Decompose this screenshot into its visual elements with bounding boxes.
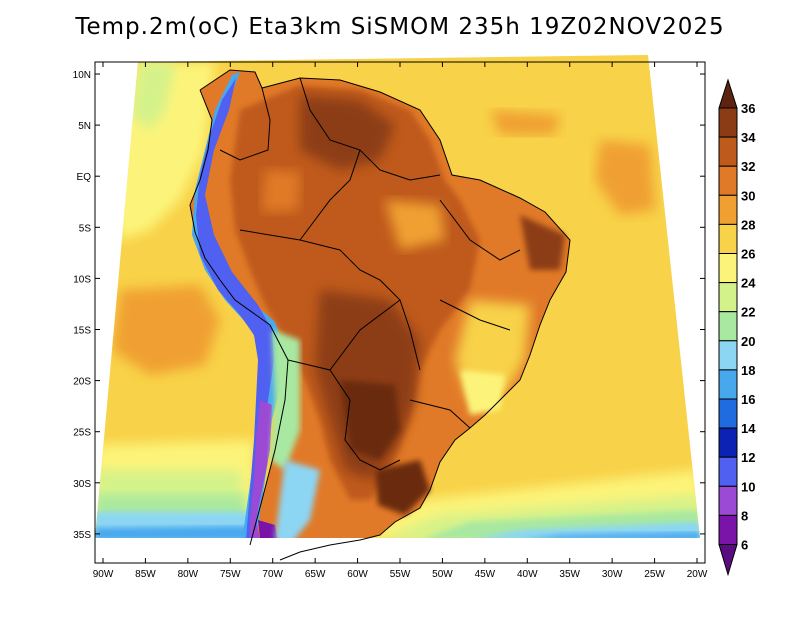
colorbar-swatch <box>718 340 738 371</box>
lon-tick-label: 25W <box>644 569 665 580</box>
colorbar-swatch <box>718 311 738 342</box>
colorbar-bottom-arrow <box>718 544 738 577</box>
colorbar-label: 8 <box>741 508 748 523</box>
colorbar-label: 36 <box>741 101 755 116</box>
lon-tick-label: 35W <box>559 569 580 580</box>
map-title: Temp.2m(oC) Eta3km SiSMOM 235h 19Z02NOV2… <box>75 14 725 40</box>
lon-tick-label: 65W <box>305 569 326 580</box>
lon-tick-label: 70W <box>262 569 283 580</box>
longitude-axis: 90W 85W 80W 75W 70W 65W 60W 55W 50W 45W 40W 35W 30W 2… <box>93 62 708 580</box>
colorbar-swatch <box>718 485 738 516</box>
lon-tick-label: 85W <box>135 569 156 580</box>
colorbar-swatch <box>718 107 738 138</box>
lon-tick-label: 80W <box>178 569 199 580</box>
lat-tick-label: 35S <box>73 530 91 541</box>
lat-tick-label: 15S <box>73 326 91 337</box>
lon-tick-label: 90W <box>93 569 114 580</box>
lat-tick-label: 25S <box>73 428 91 439</box>
colorbar-label: 10 <box>741 479 755 494</box>
colorbar-top-arrow <box>718 78 738 109</box>
country-borders <box>189 69 571 561</box>
lon-tick-label: 20W <box>687 569 708 580</box>
lat-tick-label: 10S <box>73 274 91 285</box>
lon-tick-label: 40W <box>517 569 538 580</box>
colorbar-label: 6 <box>741 538 748 553</box>
colorbar-label: 18 <box>741 363 755 378</box>
colorbar-label: 12 <box>741 450 755 465</box>
lon-tick-label: 45W <box>475 569 496 580</box>
lat-tick-label: 30S <box>73 479 91 490</box>
lon-tick-label: 50W <box>432 569 453 580</box>
colorbar: 36 34 32 30 28 26 24 22 20 18 16 14 12 10 8 6 <box>718 78 756 577</box>
lon-tick-label: 55W <box>390 569 411 580</box>
lon-tick-label: 75W <box>220 569 241 580</box>
latitude-axis: 10N 5N EQ 5S 10S 15S 20S 25S 30S 35S <box>73 70 705 541</box>
colorbar-label: 30 <box>741 188 755 203</box>
colorbar-label: 24 <box>741 276 756 291</box>
colorbar-swatch <box>718 398 738 429</box>
colorbar-swatch <box>718 223 738 254</box>
lat-tick-label: 10N <box>73 70 91 81</box>
colorbar-label: 26 <box>741 247 755 262</box>
colorbar-swatch <box>718 514 738 546</box>
colorbar-label: 20 <box>741 334 755 349</box>
colorbar-swatch <box>718 165 738 196</box>
colorbar-swatch <box>718 194 738 225</box>
colorbar-label: 28 <box>741 217 755 232</box>
colorbar-swatch <box>718 282 738 313</box>
lon-tick-label: 60W <box>347 569 368 580</box>
colorbar-swatch <box>718 456 738 487</box>
lat-tick-label: 5S <box>79 223 92 234</box>
lat-tick-label: EQ <box>77 172 92 183</box>
colorbar-label: 16 <box>741 392 755 407</box>
lon-tick-label: 30W <box>602 569 623 580</box>
colorbar-swatch <box>718 369 738 400</box>
temperature-field <box>95 55 700 538</box>
colorbar-label: 34 <box>741 130 756 145</box>
lat-tick-label: 20S <box>73 377 91 388</box>
colorbar-label: 14 <box>741 421 756 436</box>
colorbar-swatch <box>718 427 738 458</box>
lat-tick-label: 5N <box>78 121 91 132</box>
colorbar-label: 22 <box>741 305 755 320</box>
colorbar-label: 32 <box>741 159 755 174</box>
colorbar-swatch <box>718 136 738 167</box>
colorbar-swatch <box>718 253 738 284</box>
